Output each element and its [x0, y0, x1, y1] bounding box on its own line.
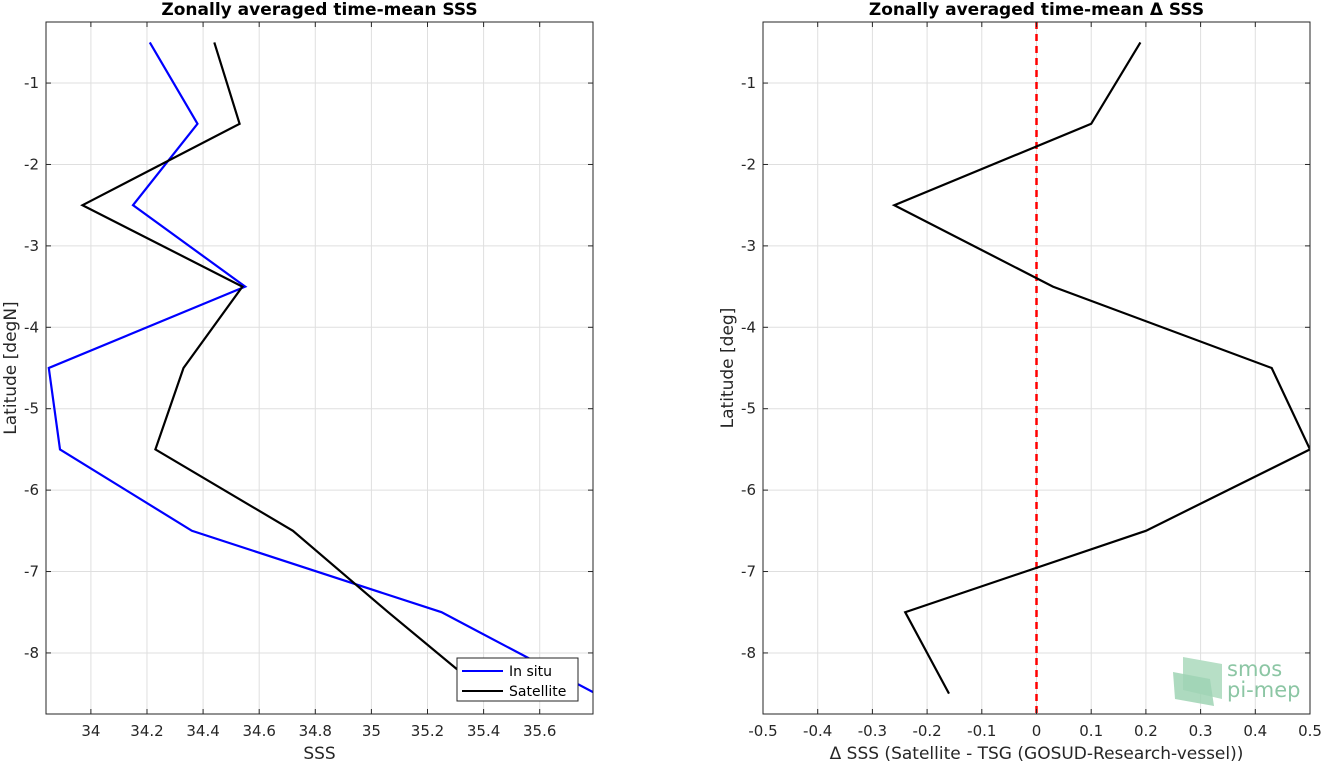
y-tick-label: -4 [741, 318, 756, 336]
y-tick-label: -5 [24, 400, 39, 418]
logo-text-pi-mep: pi-mep [1227, 678, 1300, 702]
x-tick-label: 35.6 [523, 722, 556, 740]
x-tick-label: 0.2 [1134, 722, 1158, 740]
series-line-satellite [80, 42, 488, 695]
y-tick-label: -7 [741, 563, 756, 581]
x-tick-label: 35 [362, 722, 381, 740]
y-tick-label: -2 [24, 155, 39, 173]
x-tick-label: 0.1 [1079, 722, 1103, 740]
x-tick-label: 0.3 [1189, 722, 1213, 740]
y-tick-label: -1 [24, 74, 39, 92]
logo-mark-wave [1173, 672, 1214, 706]
plot-area [46, 22, 593, 714]
delta-sss-panel: smos pi-mep -0.5 -0.4 -0.3 -0.2 -0.1 0 0.1 0.2 0… [718, 0, 1322, 764]
y-tick-label: -8 [741, 644, 756, 662]
axes-box [45, 21, 594, 715]
series-line-delta-sss [891, 41, 1310, 695]
x-tick-label: -0.2 [912, 722, 941, 740]
x-tick-label: 0.5 [1298, 722, 1322, 740]
x-tick-label: 34.4 [186, 722, 219, 740]
y-tick-label: -8 [24, 644, 39, 662]
legend-label-satellite: Satellite [509, 684, 566, 700]
grid [46, 22, 593, 714]
logo-text-smos: smos [1227, 657, 1282, 681]
x-axis-label: Δ SSS (Satellite - TSG (GOSUD-Research-v… [830, 744, 1244, 764]
x-tick-label: 34.2 [130, 722, 163, 740]
y-tick-label: -6 [741, 481, 756, 499]
x-tick-label: 0.4 [1243, 722, 1267, 740]
y-tick-label: -6 [24, 481, 39, 499]
series-layer [47, 41, 593, 695]
x-tick-label: 34.6 [242, 722, 275, 740]
series-layer [891, 41, 1310, 695]
tick-layer: -0.5 -0.4 -0.3 -0.2 -0.1 0 0.1 0.2 0.3 0.4 0.5 -1 -2… [741, 22, 1322, 740]
x-tick-label: -0.4 [803, 722, 832, 740]
tick-layer: 34 34.2 34.4 34.6 34.8 35 35.2 35.4 35.6 -1 -2 -3 -4… [24, 22, 593, 740]
chart-title: Zonally averaged time-mean SSS [161, 0, 477, 20]
x-tick-label: 34 [81, 722, 100, 740]
y-tick-label: -4 [24, 318, 39, 336]
y-tick-label: -2 [741, 155, 756, 173]
series-line-in-situ [47, 41, 593, 694]
y-tick-label: -5 [741, 400, 756, 418]
legend-box [456, 657, 579, 702]
sss-panel: 34 34.2 34.4 34.6 34.8 35 35.2 35.4 35.6 -1 -2 -3 -4… [1, 0, 594, 764]
y-axis-label: Latitude [degN] [1, 301, 21, 434]
x-tick-label: -0.3 [858, 722, 887, 740]
legend-label-in-situ: In situ [509, 664, 552, 680]
x-tick-label: 34.8 [299, 722, 332, 740]
y-tick-label: -7 [24, 563, 39, 581]
x-tick-label: 35.4 [467, 722, 500, 740]
x-tick-label: 0 [1032, 722, 1042, 740]
y-tick-label: -1 [741, 74, 756, 92]
x-tick-label: -0.1 [967, 722, 996, 740]
chart-title: Zonally averaged time-mean Δ SSS [869, 0, 1204, 20]
smos-pi-mep-logo: smos pi-mep [1173, 657, 1300, 706]
y-tick-label: -3 [24, 237, 39, 255]
y-tick-label: -3 [741, 237, 756, 255]
x-axis-label: SSS [303, 744, 335, 764]
x-tick-label: -0.5 [748, 722, 777, 740]
x-tick-label: 35.2 [411, 722, 444, 740]
legend: In situ Satellite [456, 657, 579, 702]
y-axis-label: Latitude [deg] [718, 308, 738, 429]
